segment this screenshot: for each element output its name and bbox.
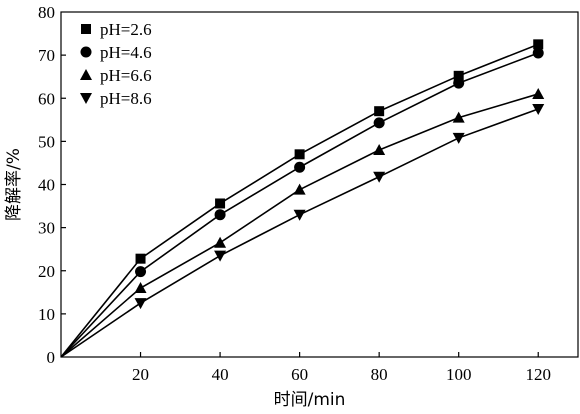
x-axis-ticks: 20 40 60 80 100 120	[132, 352, 551, 384]
x-tick-label: 40	[212, 365, 229, 384]
data-point-series-4	[214, 250, 227, 262]
y-tick-label: 0	[47, 348, 56, 367]
data-point-series-3	[293, 183, 306, 195]
legend: pH=2.6 pH=4.6 pH=6.6 pH=8.6	[80, 20, 152, 108]
x-tick-label: 80	[371, 365, 388, 384]
y-axis-ticks: 0 10 20 30 40 50 60 70 80	[38, 3, 66, 367]
data-point-series-2	[214, 209, 226, 221]
data-point-series-3	[134, 282, 147, 293]
x-tick-label: 20	[132, 365, 149, 384]
y-tick-label: 30	[38, 219, 55, 238]
data-point-series-3	[214, 236, 227, 248]
y-tick-label: 10	[38, 305, 55, 324]
legend-marker-shape	[80, 46, 92, 58]
data-point-series-2	[135, 266, 147, 278]
x-tick-label: 60	[291, 365, 308, 384]
y-tick-label: 70	[38, 46, 55, 65]
legend-marker-shape	[80, 69, 92, 80]
data-point-series-4	[293, 209, 306, 221]
x-tick-label: 120	[525, 365, 551, 384]
data-point-series-2	[294, 161, 306, 173]
y-axis-title: 降解率/%	[4, 148, 24, 221]
data-point-series-4	[373, 171, 386, 183]
legend-marker-3	[80, 69, 92, 80]
x-tick-label: 100	[446, 365, 472, 384]
data-point-series-4	[532, 104, 545, 116]
data-point-series-4	[134, 298, 147, 310]
data-point-series-1	[533, 39, 544, 50]
y-tick-label: 50	[38, 132, 55, 151]
x-axis-title: 时间/min	[274, 390, 346, 410]
y-tick-label: 20	[38, 262, 55, 281]
data-point-series-3	[532, 87, 545, 99]
legend-label-3: pH=6.6	[100, 66, 152, 85]
series-line-3	[60, 93, 539, 358]
data-point-series-1	[135, 253, 146, 264]
legend-label-1: pH=2.6	[100, 20, 152, 39]
y-tick-label: 80	[38, 3, 55, 22]
data-point-series-1	[294, 149, 305, 160]
legend-marker-4	[80, 93, 92, 104]
legend-item-4: pH=8.6	[80, 89, 152, 108]
data-point-series-2	[532, 47, 544, 59]
legend-marker-shape	[80, 93, 92, 104]
legend-marker-shape	[81, 24, 91, 34]
data-point-series-1	[374, 106, 385, 117]
data-point-series-1	[453, 70, 464, 81]
data-point-series-2	[373, 117, 385, 129]
legend-item-1: pH=2.6	[81, 20, 152, 39]
y-tick-label: 60	[38, 89, 55, 108]
data-point-series-3	[452, 111, 465, 123]
data-point-series-4	[452, 132, 465, 144]
legend-marker-1	[81, 24, 91, 34]
data-point-series-1	[215, 198, 226, 209]
y-tick-label: 40	[38, 176, 55, 195]
data-point-series-3	[373, 144, 386, 155]
legend-label-2: pH=4.6	[100, 43, 152, 62]
series-line-4	[60, 108, 539, 358]
data-point-series-2	[453, 77, 465, 89]
legend-label-4: pH=8.6	[100, 89, 152, 108]
legend-item-2: pH=4.6	[80, 43, 152, 62]
legend-marker-2	[80, 46, 92, 58]
legend-item-3: pH=6.6	[80, 66, 152, 85]
series-markers	[134, 39, 545, 310]
